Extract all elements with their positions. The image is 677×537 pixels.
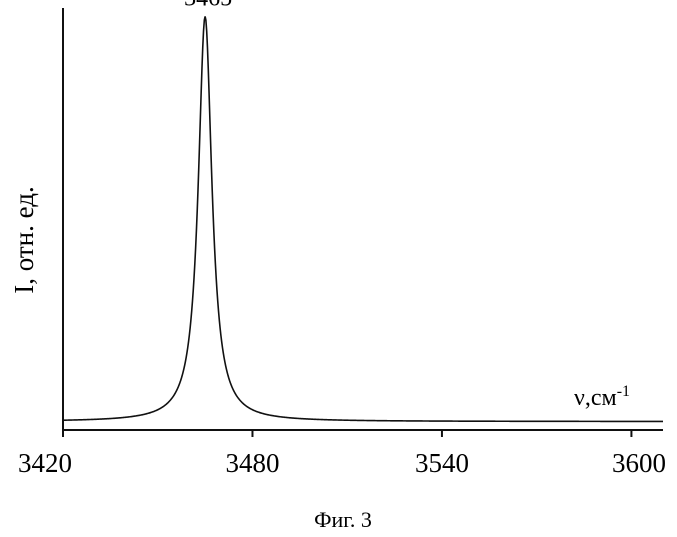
- x-axis-title-main: ν,см: [574, 385, 617, 411]
- figure-caption: Фиг. 3: [314, 507, 372, 532]
- x-axis-title-exponent: -1: [617, 383, 630, 400]
- x-tick-label: 3540: [415, 448, 469, 478]
- spectrum-line: [62, 16, 663, 423]
- x-axis-ticks: 3420 3480 3540 3600: [18, 430, 666, 478]
- x-tick-label: 3420: [18, 448, 72, 478]
- x-tick-label: 3480: [225, 448, 279, 478]
- y-axis-title: I, отн. ед.: [9, 186, 39, 294]
- peak-label: 3465: [184, 0, 232, 11]
- x-tick-label: 3600: [612, 448, 666, 478]
- x-axis-title: ν,см-1: [574, 383, 630, 411]
